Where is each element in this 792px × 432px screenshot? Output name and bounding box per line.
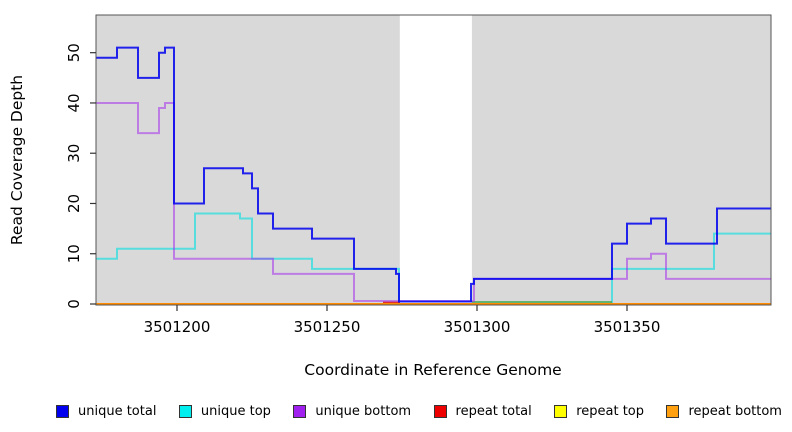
plot-border <box>95 14 772 306</box>
y-tick-label: 30 <box>65 144 83 163</box>
coverage-plot: 3501200 3501250 3501300 350135001020304050 … <box>8 14 772 379</box>
legend-label: repeat total <box>455 403 532 419</box>
series-unique-bottom <box>96 101 771 302</box>
x-axis-title: Coordinate in Reference Genome <box>304 361 561 379</box>
legend-item-unique-bottom: unique bottom <box>293 404 411 419</box>
plot-area: 3501200 3501250 3501300 3501350 0 10 20 30 40 50 <box>65 14 772 336</box>
legend-label: unique top <box>200 403 271 419</box>
legend-swatch-icon <box>56 404 69 418</box>
legend-label: repeat bottom <box>688 403 782 419</box>
legend-item-unique-total: unique total <box>56 404 156 419</box>
x-tick-label: 3501250 <box>294 318 361 336</box>
y-tick-label: 0 <box>65 299 83 309</box>
x-tick-label: 3501200 <box>144 318 211 336</box>
legend-label: unique bottom <box>315 403 412 419</box>
y-tick-label: 40 <box>65 93 83 112</box>
x-tick-label: 3501300 <box>444 318 511 336</box>
legend-swatch-icon <box>554 404 568 418</box>
legend-label: repeat top <box>576 403 644 419</box>
series-unique-total <box>96 46 771 303</box>
legend-item-repeat-top: repeat top <box>554 404 644 419</box>
legend-swatch-icon <box>293 404 307 418</box>
plot-band-left <box>96 15 400 305</box>
x-tick-label: 3501350 <box>594 318 661 336</box>
y-tick-label: 10 <box>65 244 83 263</box>
legend-swatch-icon <box>178 404 192 418</box>
legend-swatch-icon <box>666 404 680 418</box>
legend-label: unique total <box>78 403 157 419</box>
axes: 3501200 3501250 3501300 3501350 0 10 20 30 40 50 <box>65 43 660 336</box>
legend-item-repeat-bottom: repeat bottom <box>666 404 782 419</box>
plot-band-right <box>471 15 771 305</box>
legend-item-unique-top: unique top <box>178 403 271 419</box>
legend-swatch-icon <box>433 404 447 418</box>
legend-item-repeat-total: repeat total <box>433 403 532 419</box>
masked-gap-region <box>399 15 472 305</box>
y-axis-title: Read Coverage Depth <box>8 75 26 245</box>
series-unique-top <box>96 212 771 305</box>
y-tick-label: 20 <box>65 194 83 213</box>
legend: unique total unique top unique bottom repea… <box>0 394 792 428</box>
y-tick-label: 50 <box>65 43 83 62</box>
